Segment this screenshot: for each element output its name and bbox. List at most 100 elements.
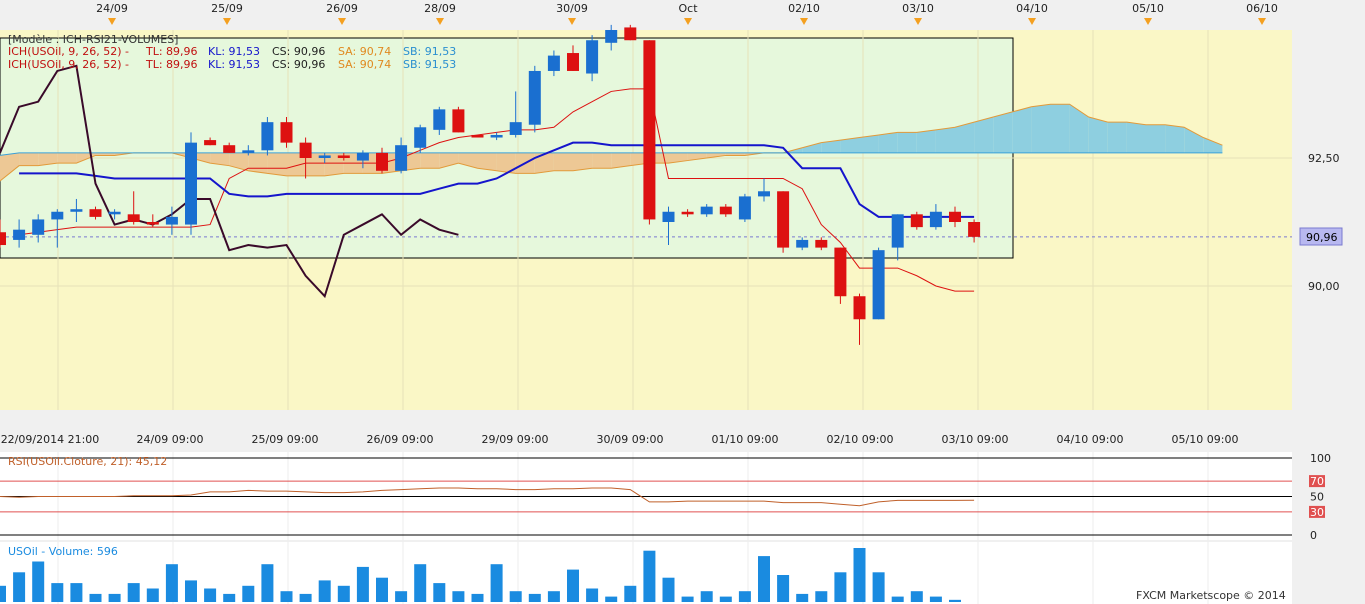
volume-bar[interactable]	[872, 572, 885, 602]
volume-bar[interactable]	[758, 556, 770, 602]
candle-body[interactable]	[356, 152, 369, 161]
volume-bar[interactable]	[89, 593, 102, 602]
candle-body[interactable]	[758, 191, 770, 197]
event-marker-icon[interactable]	[568, 18, 576, 25]
volume-bar[interactable]	[738, 591, 751, 602]
volume-bar[interactable]	[185, 580, 197, 602]
volume-bar[interactable]	[127, 583, 140, 602]
volume-bar[interactable]	[891, 596, 904, 602]
volume-bar[interactable]	[681, 596, 694, 602]
candle-body[interactable]	[89, 209, 102, 217]
volume-bar[interactable]	[433, 583, 446, 602]
candle-body[interactable]	[13, 229, 26, 240]
volume-bar[interactable]	[528, 593, 541, 602]
candle-body[interactable]	[433, 109, 446, 130]
volume-bar[interactable]	[204, 588, 217, 603]
volume-bar[interactable]	[70, 583, 83, 602]
candle-body[interactable]	[452, 109, 465, 133]
candle-body[interactable]	[796, 239, 809, 248]
candle-body[interactable]	[567, 53, 579, 71]
volume-bar[interactable]	[108, 593, 121, 602]
candle-body[interactable]	[395, 145, 408, 171]
candle-body[interactable]	[337, 155, 350, 158]
candle-body[interactable]	[528, 70, 541, 125]
candle-body[interactable]	[719, 206, 732, 215]
volume-bar[interactable]	[853, 548, 866, 602]
candle-body[interactable]	[32, 219, 45, 235]
candle-body[interactable]	[910, 214, 923, 228]
candle-body[interactable]	[681, 211, 694, 215]
volume-bar[interactable]	[299, 593, 312, 602]
volume-bar[interactable]	[796, 593, 809, 602]
volume-bar[interactable]	[567, 569, 579, 602]
candle-body[interactable]	[777, 191, 790, 248]
volume-bar[interactable]	[51, 583, 64, 602]
candle-body[interactable]	[547, 55, 560, 71]
volume-bar[interactable]	[547, 591, 560, 602]
volume-bar[interactable]	[376, 577, 388, 602]
candle-body[interactable]	[471, 134, 484, 138]
candle-body[interactable]	[929, 211, 942, 228]
event-marker-icon[interactable]	[1028, 18, 1036, 25]
candle-body[interactable]	[853, 296, 866, 320]
volume-bar[interactable]	[700, 591, 713, 602]
candle-body[interactable]	[185, 142, 197, 225]
volume-bar[interactable]	[490, 564, 503, 602]
candle-body[interactable]	[490, 134, 503, 138]
candle-body[interactable]	[605, 30, 618, 43]
candle-body[interactable]	[280, 122, 293, 143]
candle-body[interactable]	[261, 122, 274, 151]
candle-body[interactable]	[738, 196, 751, 220]
candle-body[interactable]	[700, 206, 713, 215]
candle-body[interactable]	[662, 211, 675, 222]
volume-bar[interactable]	[605, 596, 618, 602]
event-marker-icon[interactable]	[108, 18, 116, 25]
candle-body[interactable]	[509, 122, 522, 135]
candle-body[interactable]	[968, 222, 981, 237]
volume-bar[interactable]	[949, 599, 961, 602]
candle-body[interactable]	[165, 216, 178, 225]
volume-bar[interactable]	[509, 591, 522, 602]
candle-body[interactable]	[834, 247, 847, 297]
candle-body[interactable]	[0, 232, 6, 246]
volume-bar[interactable]	[0, 585, 6, 602]
event-marker-icon[interactable]	[436, 18, 444, 25]
volume-bar[interactable]	[719, 596, 732, 602]
volume-bar[interactable]	[471, 593, 484, 602]
event-marker-icon[interactable]	[684, 18, 692, 25]
candle-body[interactable]	[891, 214, 904, 248]
event-marker-icon[interactable]	[1144, 18, 1152, 25]
volume-bar[interactable]	[223, 593, 236, 602]
candle-body[interactable]	[146, 222, 159, 225]
volume-bar[interactable]	[280, 591, 293, 602]
volume-bar[interactable]	[242, 585, 255, 602]
volume-bar[interactable]	[13, 572, 26, 602]
volume-bar[interactable]	[662, 577, 675, 602]
volume-bar[interactable]	[395, 591, 408, 602]
volume-bar[interactable]	[929, 596, 942, 602]
candle-body[interactable]	[586, 40, 599, 74]
candle-body[interactable]	[127, 214, 140, 222]
candle-body[interactable]	[872, 250, 885, 320]
candle-body[interactable]	[643, 40, 656, 220]
volume-bar[interactable]	[32, 561, 45, 603]
event-marker-icon[interactable]	[338, 18, 346, 25]
volume-bar[interactable]	[337, 585, 350, 602]
candle-body[interactable]	[299, 142, 312, 158]
candle-body[interactable]	[204, 140, 217, 146]
volume-bar[interactable]	[586, 588, 599, 603]
volume-bar[interactable]	[356, 566, 369, 602]
volume-bar[interactable]	[414, 564, 427, 602]
volume-bar[interactable]	[910, 591, 923, 602]
event-marker-icon[interactable]	[223, 18, 231, 25]
candle-body[interactable]	[108, 211, 121, 215]
volume-bar[interactable]	[165, 564, 178, 602]
event-marker-icon[interactable]	[914, 18, 922, 25]
volume-bar[interactable]	[261, 564, 274, 602]
volume-bar[interactable]	[452, 591, 465, 602]
candle-body[interactable]	[318, 155, 331, 158]
candle-body[interactable]	[70, 209, 83, 212]
candle-body[interactable]	[51, 211, 64, 220]
candle-body[interactable]	[815, 239, 828, 248]
volume-bar[interactable]	[834, 572, 847, 602]
